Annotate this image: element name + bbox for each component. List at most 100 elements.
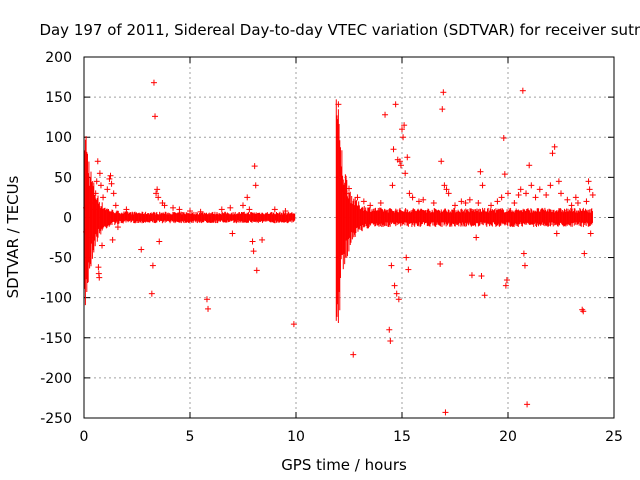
- data-point: [92, 190, 99, 197]
- data-point: [420, 196, 427, 203]
- data-point: [107, 172, 114, 179]
- data-point: [589, 191, 596, 198]
- data-point: [187, 208, 193, 215]
- data-point: [536, 186, 543, 193]
- data-point: [547, 182, 554, 189]
- data-point: [112, 202, 119, 209]
- data-point: [346, 185, 352, 192]
- y-tick-label: -250: [40, 411, 72, 427]
- data-point: [197, 208, 204, 215]
- data-point: [523, 190, 530, 197]
- data-point: [227, 204, 234, 211]
- data-point: [339, 186, 346, 193]
- data-point: [574, 200, 581, 207]
- data-point: [401, 122, 408, 129]
- data-point: [152, 113, 159, 120]
- data-point: [473, 234, 480, 241]
- data-point: [123, 206, 130, 213]
- data-point: [229, 230, 236, 237]
- data-point: [396, 158, 403, 165]
- data-point: [251, 163, 258, 170]
- data-point: [553, 230, 560, 237]
- data-point: [438, 158, 445, 165]
- data-point: [564, 196, 571, 203]
- data-point: [517, 186, 524, 193]
- data-point: [441, 182, 448, 189]
- data-point: [519, 87, 526, 94]
- data-point: [377, 200, 384, 207]
- data-point: [477, 168, 484, 175]
- x-tick-label: 20: [499, 429, 517, 445]
- x-tick-label: 5: [186, 429, 195, 445]
- data-point: [505, 190, 511, 197]
- data-point: [382, 111, 389, 118]
- data-point: [203, 296, 210, 303]
- data-point: [445, 190, 452, 197]
- data-point: [148, 290, 155, 297]
- data-point: [108, 180, 115, 187]
- y-tick-label: 50: [54, 170, 72, 186]
- data-point: [402, 170, 409, 177]
- y-tick-label: 150: [45, 90, 72, 106]
- data-point: [93, 178, 100, 185]
- x-tick-label: 15: [393, 429, 411, 445]
- data-point: [205, 305, 212, 312]
- data-point: [494, 198, 501, 205]
- y-tick-label: 0: [63, 210, 72, 226]
- data-point: [176, 206, 183, 213]
- data-point: [437, 260, 444, 267]
- y-tick-label: -200: [40, 371, 72, 387]
- data-point: [532, 194, 539, 201]
- data-point: [386, 326, 393, 333]
- data-point: [96, 274, 103, 281]
- data-point: [218, 206, 225, 213]
- y-axis-label: SDTVAR / TECUs: [4, 175, 22, 298]
- data-point: [395, 296, 402, 303]
- data-point: [501, 171, 508, 178]
- data-point: [400, 134, 407, 141]
- data-point: [156, 238, 163, 245]
- data-point: [488, 202, 495, 209]
- data-point: [114, 224, 121, 231]
- data-point: [515, 191, 522, 198]
- data-point: [100, 194, 107, 201]
- data-point: [155, 194, 162, 201]
- data-point: [580, 308, 587, 315]
- data-point: [555, 178, 562, 185]
- y-tick-label: 100: [45, 130, 72, 146]
- data-point: [106, 175, 113, 182]
- data-point: [558, 190, 564, 197]
- data-point: [452, 202, 458, 209]
- x-tick-label: 10: [287, 429, 305, 445]
- data-point: [161, 202, 168, 209]
- data-point: [95, 264, 102, 271]
- data-point: [343, 190, 350, 197]
- data-point: [104, 186, 111, 193]
- data-point: [253, 267, 260, 274]
- data-point: [259, 236, 266, 243]
- data-point: [430, 200, 437, 207]
- data-point: [498, 194, 505, 201]
- data-points: [83, 79, 596, 416]
- data-point: [91, 206, 98, 213]
- data-point: [479, 182, 486, 189]
- data-point: [149, 262, 156, 269]
- data-point: [367, 202, 374, 209]
- data-point: [528, 182, 535, 189]
- data-point: [397, 162, 404, 169]
- data-point: [154, 186, 161, 193]
- data-point: [468, 272, 475, 279]
- data-point: [442, 409, 449, 416]
- data-point: [150, 79, 157, 86]
- data-point: [502, 282, 509, 289]
- data-point: [244, 194, 251, 201]
- y-tick-label: -50: [49, 251, 72, 267]
- data-point: [520, 250, 527, 257]
- data-point: [282, 208, 289, 215]
- data-point: [587, 230, 594, 237]
- data-point: [97, 182, 104, 189]
- plot-frame: [83, 56, 615, 419]
- dense-band: [335, 99, 593, 323]
- y-tick-label: -150: [40, 331, 72, 347]
